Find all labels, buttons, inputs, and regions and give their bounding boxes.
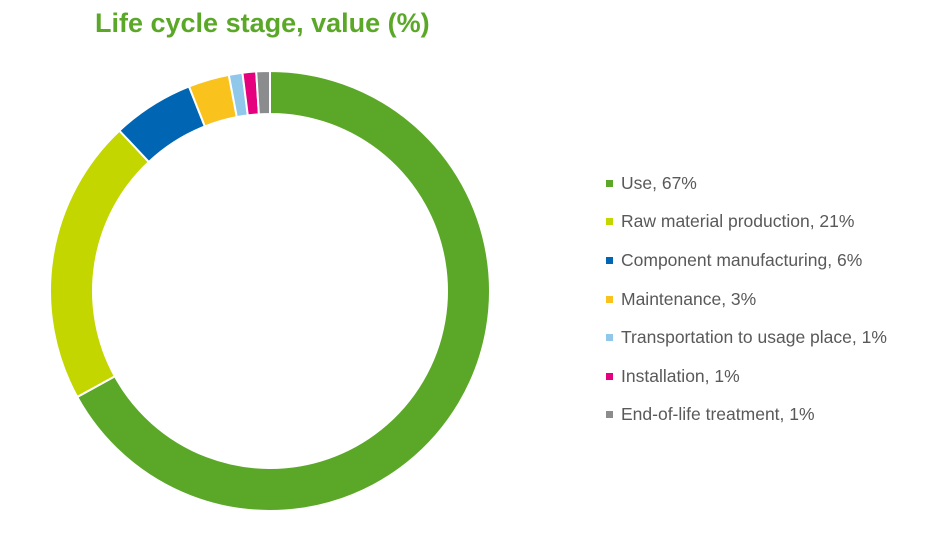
legend-item-maintenance: Maintenance, 3% [606,280,887,319]
legend-label: Component manufacturing, 6% [621,249,863,270]
legend-label: Raw material production, 21% [621,211,855,232]
legend-swatch [606,179,613,187]
legend-swatch [606,372,613,380]
legend-item-end-of-life-treatment: End-of-life treatment, 1% [606,396,887,435]
legend-item-transportation-to-usage-place: Transportation to usage place, 1% [606,318,887,357]
legend-label: Transportation to usage place, 1% [621,327,887,348]
donut-slice-raw-material-production [49,129,151,399]
legend-label: Maintenance, 3% [621,288,757,309]
legend-swatch [606,334,613,342]
legend-item-raw-material-production: Raw material production, 21% [606,203,887,242]
legend-swatch [606,256,613,264]
legend-item-installation: Installation, 1% [606,357,887,396]
legend-label: Installation, 1% [621,365,740,386]
donut-slice-use [75,69,491,512]
legend-label: Use, 67% [621,172,697,193]
legend-item-use: Use, 67% [606,164,887,203]
legend-swatch [606,295,613,303]
donut-slice-end-of-life-treatment [255,69,271,116]
chart-title: Life cycle stage, value (%) [95,8,430,38]
legend-item-component-manufacturing: Component manufacturing, 6% [606,241,887,280]
chart-legend: Use, 67% Raw material production, 21% Comp… [606,164,887,434]
legend-swatch [606,411,613,419]
legend-swatch [606,218,613,226]
legend-label: End-of-life treatment, 1% [621,404,815,425]
